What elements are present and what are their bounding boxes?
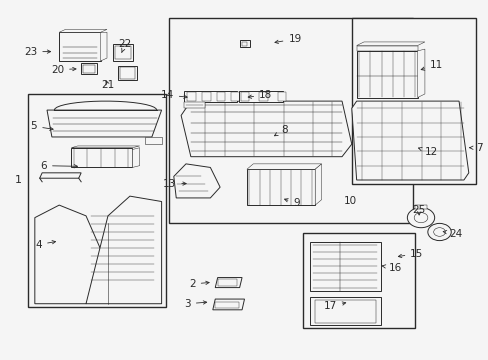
Bar xyxy=(202,92,210,101)
Bar xyxy=(27,94,166,307)
Text: 20: 20 xyxy=(51,64,76,75)
Text: 21: 21 xyxy=(101,80,114,90)
Bar xyxy=(246,169,315,205)
Polygon shape xyxy=(246,164,321,169)
Polygon shape xyxy=(351,101,468,180)
Text: 15: 15 xyxy=(398,248,423,258)
Bar xyxy=(240,92,249,101)
Text: 7: 7 xyxy=(469,143,482,153)
Circle shape xyxy=(433,228,445,236)
Polygon shape xyxy=(132,148,140,167)
Polygon shape xyxy=(215,278,242,288)
Polygon shape xyxy=(101,32,107,61)
Text: 25: 25 xyxy=(412,206,425,216)
Text: 16: 16 xyxy=(382,263,401,273)
Text: 19: 19 xyxy=(274,34,301,44)
Text: 8: 8 xyxy=(274,125,287,136)
Polygon shape xyxy=(40,173,81,178)
Polygon shape xyxy=(405,130,429,158)
Polygon shape xyxy=(183,102,205,108)
Polygon shape xyxy=(181,101,351,157)
Text: 11: 11 xyxy=(420,60,442,70)
Text: 6: 6 xyxy=(41,161,77,171)
Bar xyxy=(115,46,131,59)
Polygon shape xyxy=(356,42,424,45)
Text: 12: 12 xyxy=(418,147,437,157)
Bar xyxy=(259,92,267,101)
Bar xyxy=(239,40,250,47)
Polygon shape xyxy=(417,49,424,98)
Polygon shape xyxy=(86,196,161,304)
Text: 22: 22 xyxy=(118,40,131,52)
Text: 9: 9 xyxy=(284,198,299,208)
Polygon shape xyxy=(35,205,108,304)
Polygon shape xyxy=(59,30,107,32)
Polygon shape xyxy=(212,299,244,310)
Text: 24: 24 xyxy=(442,229,462,239)
Text: 4: 4 xyxy=(36,239,56,249)
Bar xyxy=(414,205,426,209)
Bar xyxy=(216,92,225,101)
Polygon shape xyxy=(173,164,220,198)
Text: 14: 14 xyxy=(160,90,187,100)
Bar xyxy=(303,233,414,328)
Text: 1: 1 xyxy=(15,175,22,185)
Bar xyxy=(356,51,417,98)
Text: 13: 13 xyxy=(163,179,186,189)
Bar xyxy=(118,66,137,80)
Bar xyxy=(83,65,95,73)
Bar xyxy=(351,18,475,184)
Text: 5: 5 xyxy=(31,121,53,131)
Text: 23: 23 xyxy=(24,46,51,57)
Bar xyxy=(231,92,240,101)
Text: 2: 2 xyxy=(189,279,209,289)
Polygon shape xyxy=(47,110,161,137)
Bar xyxy=(168,18,412,223)
Bar xyxy=(59,32,101,61)
Bar xyxy=(238,91,282,102)
Bar xyxy=(215,302,238,308)
Bar xyxy=(81,63,97,74)
Bar xyxy=(310,242,380,291)
Text: 10: 10 xyxy=(344,196,357,206)
Bar xyxy=(120,67,135,79)
Bar xyxy=(242,42,246,45)
Circle shape xyxy=(407,208,434,228)
Polygon shape xyxy=(144,137,161,144)
Polygon shape xyxy=(71,146,140,148)
Polygon shape xyxy=(356,45,417,51)
Bar xyxy=(187,92,196,101)
Bar xyxy=(310,297,380,325)
Circle shape xyxy=(413,213,427,223)
Bar xyxy=(277,92,286,101)
Bar xyxy=(183,91,237,102)
Text: 18: 18 xyxy=(248,90,272,100)
Bar xyxy=(113,44,133,61)
Bar xyxy=(315,300,375,323)
Text: 17: 17 xyxy=(323,301,345,311)
Circle shape xyxy=(427,224,450,240)
Polygon shape xyxy=(315,164,321,205)
Bar xyxy=(217,279,237,286)
Text: 3: 3 xyxy=(184,299,206,309)
Bar xyxy=(71,148,132,167)
